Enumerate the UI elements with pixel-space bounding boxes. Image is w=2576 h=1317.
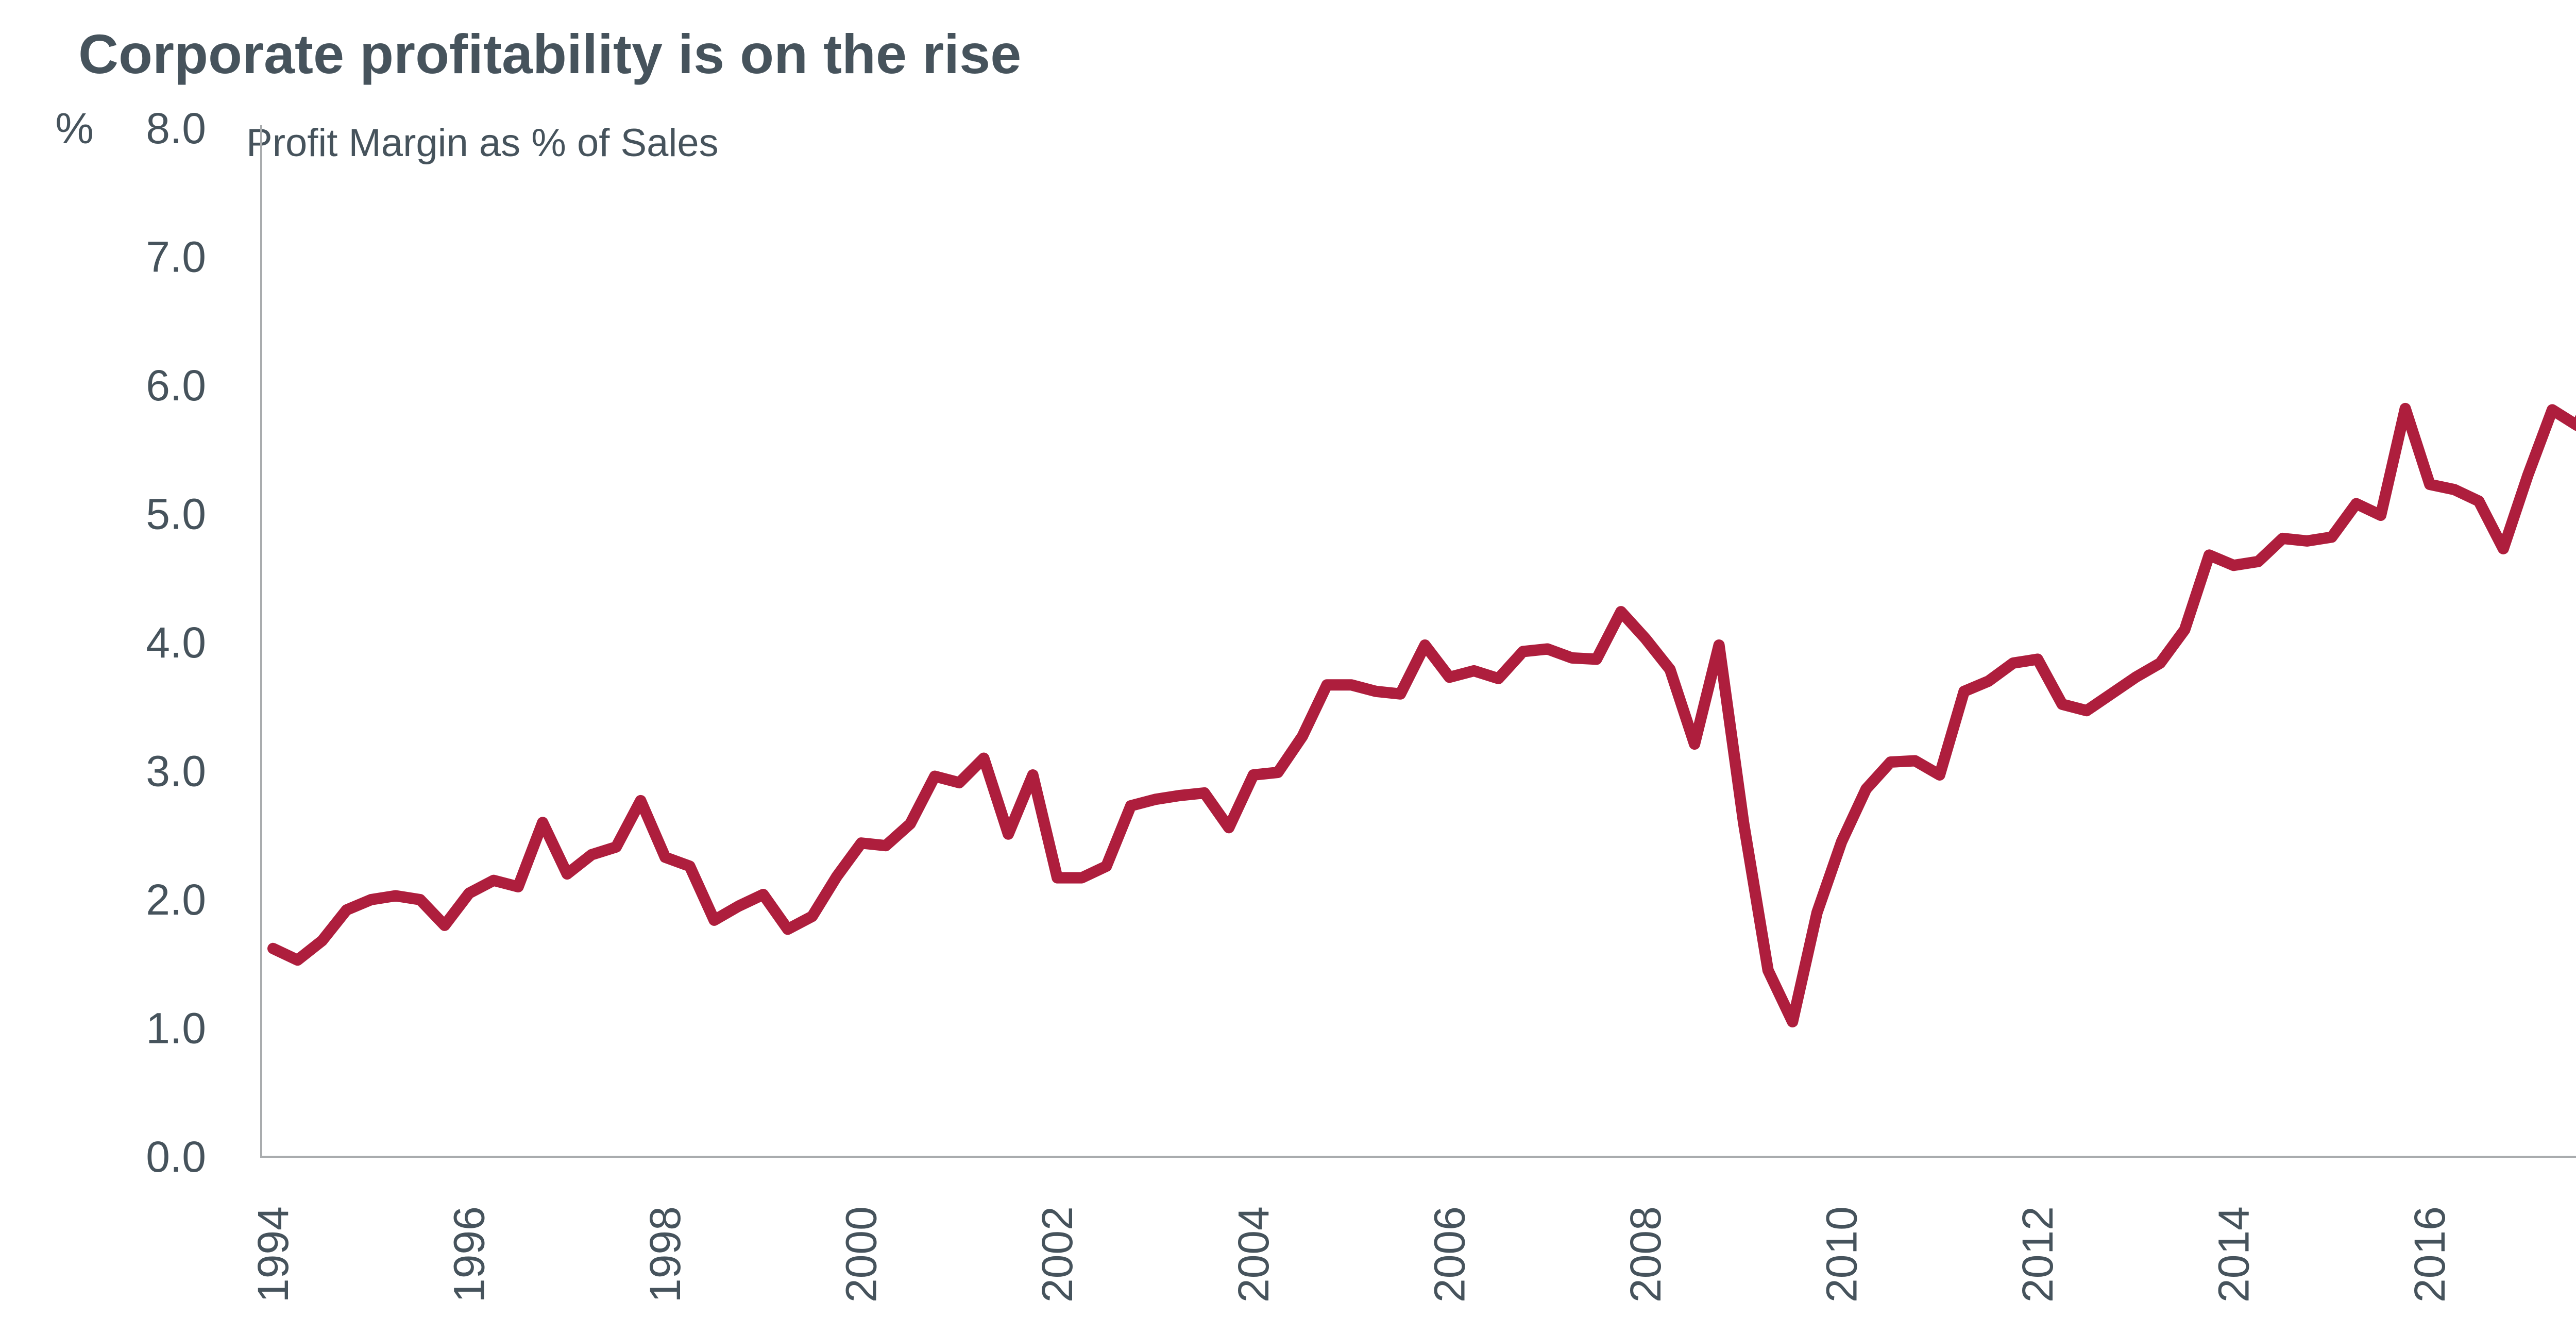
x-tick-label-2006: 2006 (1425, 1206, 1473, 1303)
x-tick-label-2012: 2012 (2013, 1206, 2062, 1303)
y-tick-label-1.0: 1.0 (146, 1004, 206, 1053)
y-tick-label-6.0: 6.0 (146, 361, 206, 410)
x-tick-label-2010: 2010 (1817, 1206, 1866, 1303)
x-tick-label-2008: 2008 (1621, 1206, 1670, 1303)
x-axis-labels: 1994 1996 1998 2000 2002 2004 2006 2008 2010 2012… (249, 1206, 2454, 1303)
y-tick-label-2.0: 2.0 (146, 875, 206, 924)
profit-margin-line (267, 402, 2576, 1027)
x-tick-label-1994: 1994 (249, 1206, 297, 1303)
x-tick-label-1998: 1998 (641, 1206, 689, 1303)
y-tick-label-7.0: 7.0 (146, 233, 206, 281)
y-tick-label-0.0: 0.0 (146, 1133, 206, 1181)
y-tick-label-8.0: 8.0 (146, 104, 206, 153)
y-axis-unit-label: % (55, 104, 94, 153)
x-tick-label-2014: 2014 (2210, 1206, 2258, 1303)
y-tick-label-3.0: 3.0 (146, 747, 206, 796)
x-tick-label-2002: 2002 (1033, 1206, 1081, 1303)
x-tick-label-1996: 1996 (445, 1206, 494, 1303)
y-tick-label-4.0: 4.0 (146, 618, 206, 667)
chart-subtitle: Profit Margin as % of Sales (246, 121, 719, 165)
x-tick-label-2000: 2000 (837, 1206, 886, 1303)
x-tick-label-2004: 2004 (1229, 1206, 1278, 1303)
chart-title: Corporate profitability is on the rise (78, 23, 1021, 85)
y-tick-label-5.0: 5.0 (146, 490, 206, 538)
y-axis-labels: 8.0 7.0 6.0 5.0 4.0 3.0 2.0 1.0 0.0 (146, 104, 206, 1181)
x-tick-label-2016: 2016 (2405, 1206, 2454, 1303)
axis-lines (260, 125, 2576, 1158)
